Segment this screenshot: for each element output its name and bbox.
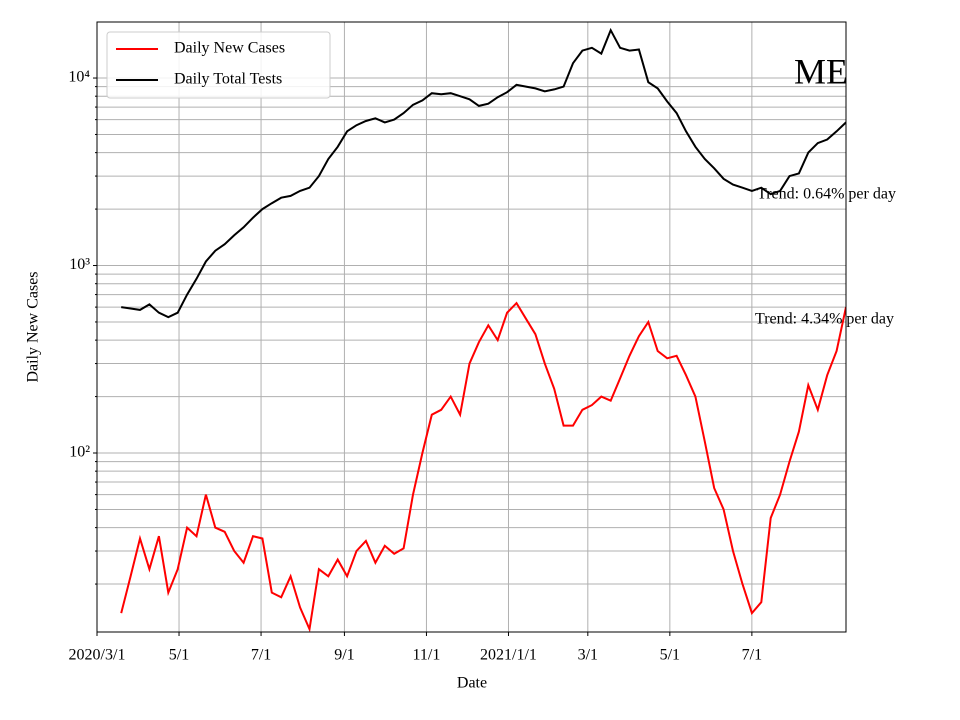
y-tick-label: 10³	[69, 256, 90, 273]
annotation: Trend: 4.34% per day	[755, 311, 894, 328]
legend-box	[106, 31, 331, 99]
x-tick-label: 7/1	[251, 647, 271, 664]
x-tick-label: 9/1	[334, 647, 354, 664]
legend-label: Daily Total Tests	[174, 71, 282, 88]
y-tick-label: 10²	[69, 444, 90, 461]
legend-label: Daily New Cases	[174, 40, 285, 57]
x-axis-label: Date	[457, 675, 487, 692]
chart-title: ME	[794, 51, 848, 91]
x-tick-label: 2021/1/1	[480, 647, 537, 664]
x-tick-label: 5/1	[660, 647, 680, 664]
y-axis-label: Daily New Cases	[25, 271, 42, 382]
x-tick-label: 7/1	[742, 647, 762, 664]
plot-frame	[96, 21, 847, 633]
series-line	[121, 27, 846, 319]
x-tick-label: 11/1	[413, 647, 441, 664]
y-tick-label: 10⁴	[68, 69, 90, 86]
annotation: Trend: 0.64% per day	[757, 186, 896, 203]
x-tick-label: 5/1	[169, 647, 189, 664]
x-tick-label: 3/1	[578, 647, 598, 664]
x-tick-label: 2020/3/1	[69, 647, 126, 664]
series-line	[120, 301, 846, 632]
